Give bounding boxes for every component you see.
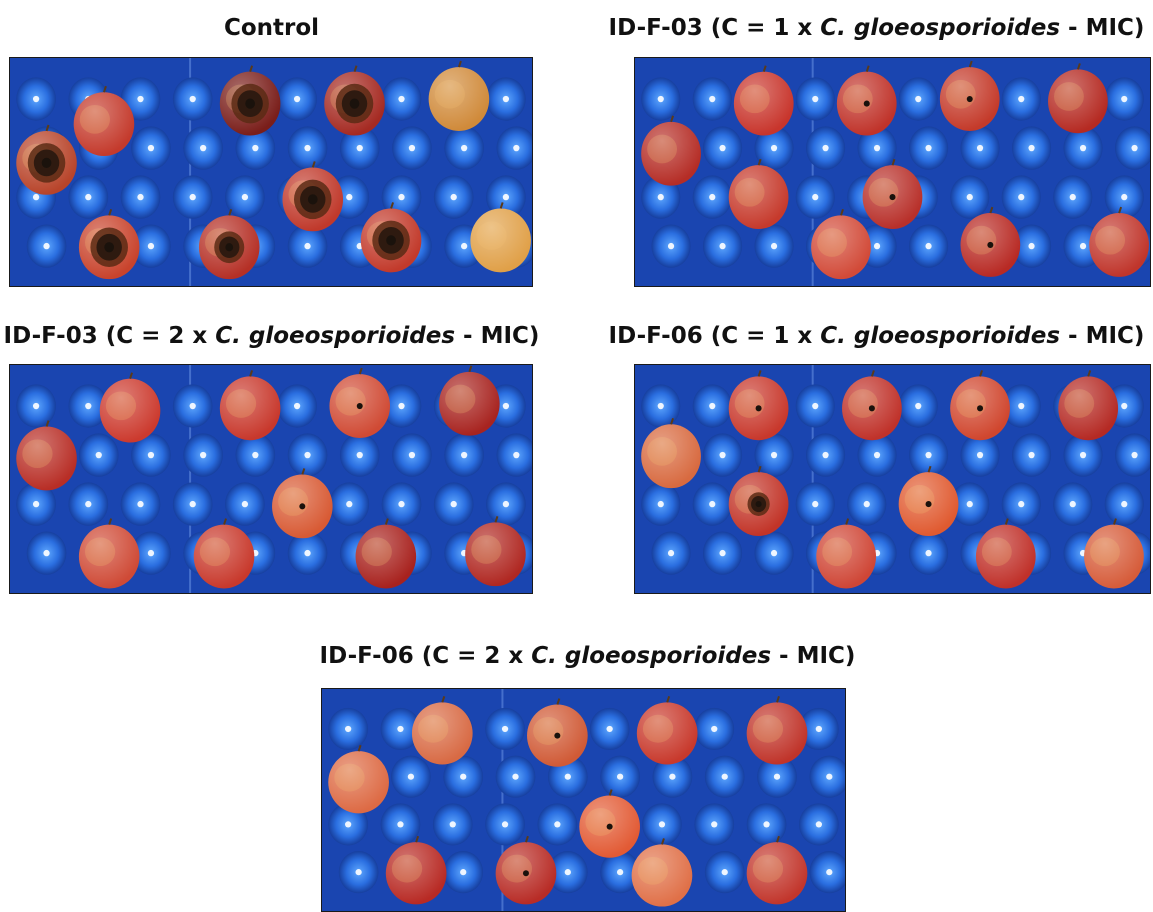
- lesion-spot: [349, 98, 360, 109]
- lesion-spot: [977, 405, 984, 412]
- lesion-spot: [307, 194, 318, 205]
- tray-svg: [10, 365, 532, 593]
- apple: [99, 372, 161, 443]
- apple: [1048, 63, 1108, 134]
- lesion-spot: [863, 100, 870, 107]
- apple-with-lesion: [728, 370, 789, 441]
- lesion-spot: [966, 95, 973, 103]
- lesion-spot: [606, 823, 613, 830]
- apple-with-lesion: [960, 206, 1021, 277]
- lesion-spot: [41, 157, 52, 168]
- apple: [465, 516, 526, 587]
- apple: [470, 202, 531, 273]
- apple-with-lesion: [495, 835, 557, 905]
- apple: [811, 209, 871, 280]
- apple: [16, 420, 77, 491]
- panel-title-idf03-2x: ID-F-03 (C = 2 x C. gloeosporioides - MI…: [3, 323, 540, 349]
- apple-with-lesion: [527, 698, 588, 767]
- apple-with-lesion: [198, 209, 260, 280]
- apple: [636, 696, 698, 765]
- apple: [439, 365, 500, 436]
- apple-with-lesion: [950, 370, 1010, 441]
- panel-title-idf06-2x: ID-F-06 (C = 2 x C. gloeosporioides - MI…: [319, 643, 856, 669]
- photo-idf06-1x-tray: [634, 364, 1151, 594]
- lesion-spot: [755, 405, 762, 412]
- apple: [746, 696, 808, 765]
- panel-title-control: Control: [223, 15, 320, 41]
- apple: [385, 835, 447, 905]
- apple: [219, 370, 281, 441]
- lesion-spot: [554, 732, 561, 739]
- apple: [1058, 370, 1119, 441]
- lesion-spot: [987, 241, 994, 249]
- apple-with-lesion: [898, 465, 959, 536]
- lesion-spot: [356, 402, 363, 410]
- apple: [728, 158, 789, 229]
- apple: [1089, 206, 1149, 277]
- apple: [641, 115, 701, 186]
- apple: [355, 518, 417, 589]
- apple: [1084, 518, 1144, 589]
- lesion-spot: [522, 870, 529, 877]
- apple-with-lesion: [16, 124, 77, 195]
- apple-with-lesion: [728, 465, 789, 536]
- lesion-spot: [225, 243, 234, 252]
- lesion-spot: [755, 501, 762, 508]
- apple: [733, 65, 794, 136]
- apple-with-lesion: [862, 158, 923, 229]
- apple-with-lesion: [360, 202, 422, 273]
- tray-svg: [10, 58, 532, 286]
- lesion-spot: [889, 194, 896, 201]
- apple-with-lesion: [282, 161, 344, 232]
- panel-title-idf03-1x: ID-F-03 (C = 1 x C. gloeosporioides - MI…: [608, 15, 1145, 41]
- photo-control-tray: [9, 57, 533, 287]
- apple: [746, 835, 808, 905]
- apple-with-lesion: [329, 367, 391, 438]
- lesion-spot: [868, 405, 875, 412]
- apple: [193, 518, 255, 589]
- lesion-spot: [925, 501, 932, 508]
- apple-with-lesion: [939, 60, 1000, 131]
- apple: [641, 417, 701, 489]
- tray-svg: [322, 689, 845, 911]
- apple: [631, 838, 693, 907]
- lesion-spot: [299, 503, 306, 510]
- tray-svg: [635, 58, 1150, 286]
- apple-with-lesion: [836, 65, 897, 136]
- apple-with-lesion: [272, 468, 333, 539]
- lesion-spot: [386, 235, 396, 246]
- lesion-spot: [245, 98, 255, 109]
- lesion-spot: [104, 242, 115, 253]
- apple-with-lesion: [324, 65, 385, 136]
- apple: [73, 85, 135, 157]
- apple-with-lesion: [78, 209, 140, 280]
- tray-svg: [635, 365, 1150, 593]
- apple-with-lesion: [842, 370, 902, 441]
- apple: [328, 744, 389, 814]
- apple: [411, 696, 473, 765]
- apple: [428, 60, 490, 131]
- apple: [975, 518, 1036, 589]
- photo-idf06-2x-tray: [321, 688, 846, 912]
- apple-with-lesion: [219, 65, 281, 136]
- apple-with-lesion: [579, 789, 640, 858]
- apple: [816, 518, 877, 589]
- panel-title-idf06-1x: ID-F-06 (C = 1 x C. gloeosporioides - MI…: [608, 323, 1145, 349]
- photo-idf03-1x-tray: [634, 57, 1151, 287]
- apple: [78, 518, 140, 589]
- photo-idf03-2x-tray: [9, 364, 533, 594]
